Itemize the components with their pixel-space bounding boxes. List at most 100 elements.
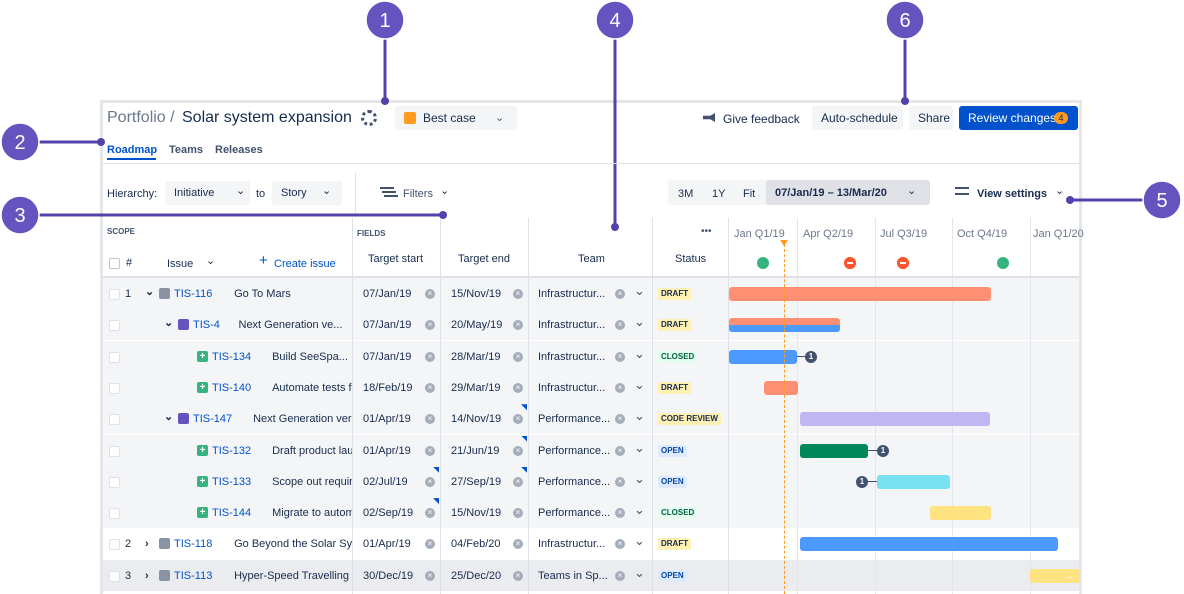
issue-key[interactable]: TIS-4 (193, 319, 220, 332)
date-range[interactable]: 07/Jan/19 – 13/Mar/20 (766, 180, 930, 205)
team-chevron[interactable]: ⌄ (634, 533, 645, 549)
auto-schedule[interactable]: Auto-schedule (812, 106, 903, 130)
expand-chevron[interactable]: ⌄ (145, 286, 155, 298)
timeline-bar (729, 287, 991, 301)
expand-chevron[interactable]: ⌄ (164, 317, 174, 330)
clear-icon[interactable]: × (425, 289, 435, 299)
filters[interactable]: Filters (403, 188, 433, 200)
team: Performance... (538, 413, 611, 426)
clear-icon[interactable]: × (615, 289, 625, 299)
give-feedback[interactable]: Give feedback (723, 112, 800, 126)
team-chevron[interactable]: ⌄ (634, 502, 645, 518)
issue-key[interactable]: TIS-133 (212, 475, 252, 488)
clear-icon[interactable]: × (513, 476, 523, 487)
row (103, 559, 1079, 591)
clear-icon[interactable]: × (615, 445, 625, 456)
clear-icon[interactable]: × (615, 320, 625, 331)
clear-icon[interactable]: × (615, 476, 625, 487)
clear-icon[interactable]: × (513, 414, 523, 425)
column-separator (728, 309, 729, 341)
clear-icon[interactable]: × (425, 570, 435, 581)
issue-key[interactable]: TIS-113 (174, 569, 213, 582)
dependency-badge[interactable]: 1 (856, 475, 868, 488)
checkbox[interactable] (109, 289, 120, 300)
clear-icon[interactable]: × (513, 445, 523, 456)
clear-icon[interactable]: × (513, 382, 523, 393)
expand-chevron[interactable]: ⌄ (164, 411, 174, 424)
clear-icon[interactable]: × (615, 351, 625, 362)
issue-key[interactable]: TIS-134 (212, 350, 252, 363)
clear-icon[interactable]: × (425, 320, 435, 331)
settings-icon[interactable] (361, 110, 377, 126)
team-chevron[interactable]: ⌄ (634, 408, 645, 424)
issue-icon (159, 569, 170, 581)
column-separator (528, 309, 529, 341)
expand-chevron[interactable]: › (145, 569, 149, 582)
expand-chevron[interactable]: › (145, 538, 149, 551)
hierarchy-to[interactable]: Story (272, 181, 342, 205)
checkbox[interactable] (109, 351, 120, 363)
tab[interactable]: Teams (169, 144, 204, 156)
view-settings[interactable]: View settings (977, 188, 1048, 200)
team-chevron[interactable]: ⌄ (634, 439, 645, 455)
issue-key[interactable]: TIS-144 (212, 507, 252, 520)
clear-icon[interactable]: × (513, 289, 523, 299)
dependency-badge[interactable]: 1 (805, 350, 817, 363)
clear-icon[interactable]: × (513, 570, 523, 581)
target-end: 15/Nov/19 (451, 507, 502, 520)
checkbox[interactable] (109, 414, 120, 426)
clear-icon[interactable]: × (615, 539, 625, 550)
team-chevron[interactable]: ⌄ (634, 314, 645, 330)
clear-icon[interactable]: × (425, 351, 435, 362)
clear-icon[interactable]: × (615, 382, 625, 393)
column-separator (728, 434, 729, 466)
callout-circle (885, 0, 925, 40)
clear-icon[interactable]: × (425, 445, 435, 456)
create-issue[interactable]: Create issue (274, 258, 336, 270)
checkbox[interactable] (109, 476, 120, 488)
team-chevron[interactable]: ⌄ (634, 376, 645, 392)
checkbox[interactable] (109, 258, 120, 269)
clear-icon[interactable]: × (425, 539, 435, 550)
tab[interactable]: Roadmap (107, 144, 158, 156)
team-chevron[interactable]: ⌄ (634, 470, 645, 486)
dependency-badge[interactable]: 1 (877, 444, 889, 457)
clear-icon[interactable]: × (425, 508, 435, 519)
zoom-option[interactable]: 1Y (712, 188, 726, 200)
checkbox[interactable] (109, 539, 120, 551)
clear-icon[interactable]: × (615, 508, 625, 519)
share[interactable]: Share (909, 106, 953, 130)
zoom-option[interactable]: 3M (678, 188, 694, 200)
issue-key[interactable]: TIS-116 (174, 288, 213, 300)
issue-key[interactable]: TIS-147 (193, 413, 233, 426)
tab[interactable]: Releases (215, 144, 263, 156)
clear-icon[interactable]: × (615, 414, 625, 425)
clear-icon[interactable]: × (425, 476, 435, 487)
checkbox[interactable] (109, 570, 120, 582)
clear-icon[interactable]: × (513, 351, 523, 362)
clear-icon[interactable]: × (513, 508, 523, 519)
timeline-bar (877, 474, 950, 489)
clear-icon[interactable]: × (425, 382, 435, 393)
issue-key[interactable]: TIS-132 (212, 444, 252, 457)
checkbox[interactable] (109, 508, 120, 520)
clear-icon[interactable]: × (615, 570, 625, 581)
clear-icon[interactable]: × (513, 539, 523, 550)
target-start: 07/Jan/19 (363, 288, 412, 300)
team-chevron[interactable]: ⌄ (634, 564, 645, 580)
quarter-separator (1030, 403, 1031, 435)
quarter-separator (1030, 340, 1031, 372)
zoom-option[interactable]: Fit (743, 188, 756, 200)
clear-icon[interactable]: × (425, 414, 435, 425)
checkbox[interactable] (109, 445, 120, 457)
checkbox[interactable] (109, 320, 120, 332)
clear-icon[interactable]: × (513, 320, 523, 331)
feedback-icon (703, 113, 715, 122)
issue-key[interactable]: TIS-118 (174, 538, 213, 551)
checkbox[interactable] (109, 382, 120, 394)
team-chevron[interactable]: ⌄ (634, 345, 645, 361)
more[interactable]: ••• (701, 226, 712, 237)
team-chevron[interactable]: ⌄ (634, 283, 645, 298)
hierarchy-from[interactable]: Initiative (165, 181, 250, 205)
issue-key[interactable]: TIS-140 (212, 381, 252, 394)
